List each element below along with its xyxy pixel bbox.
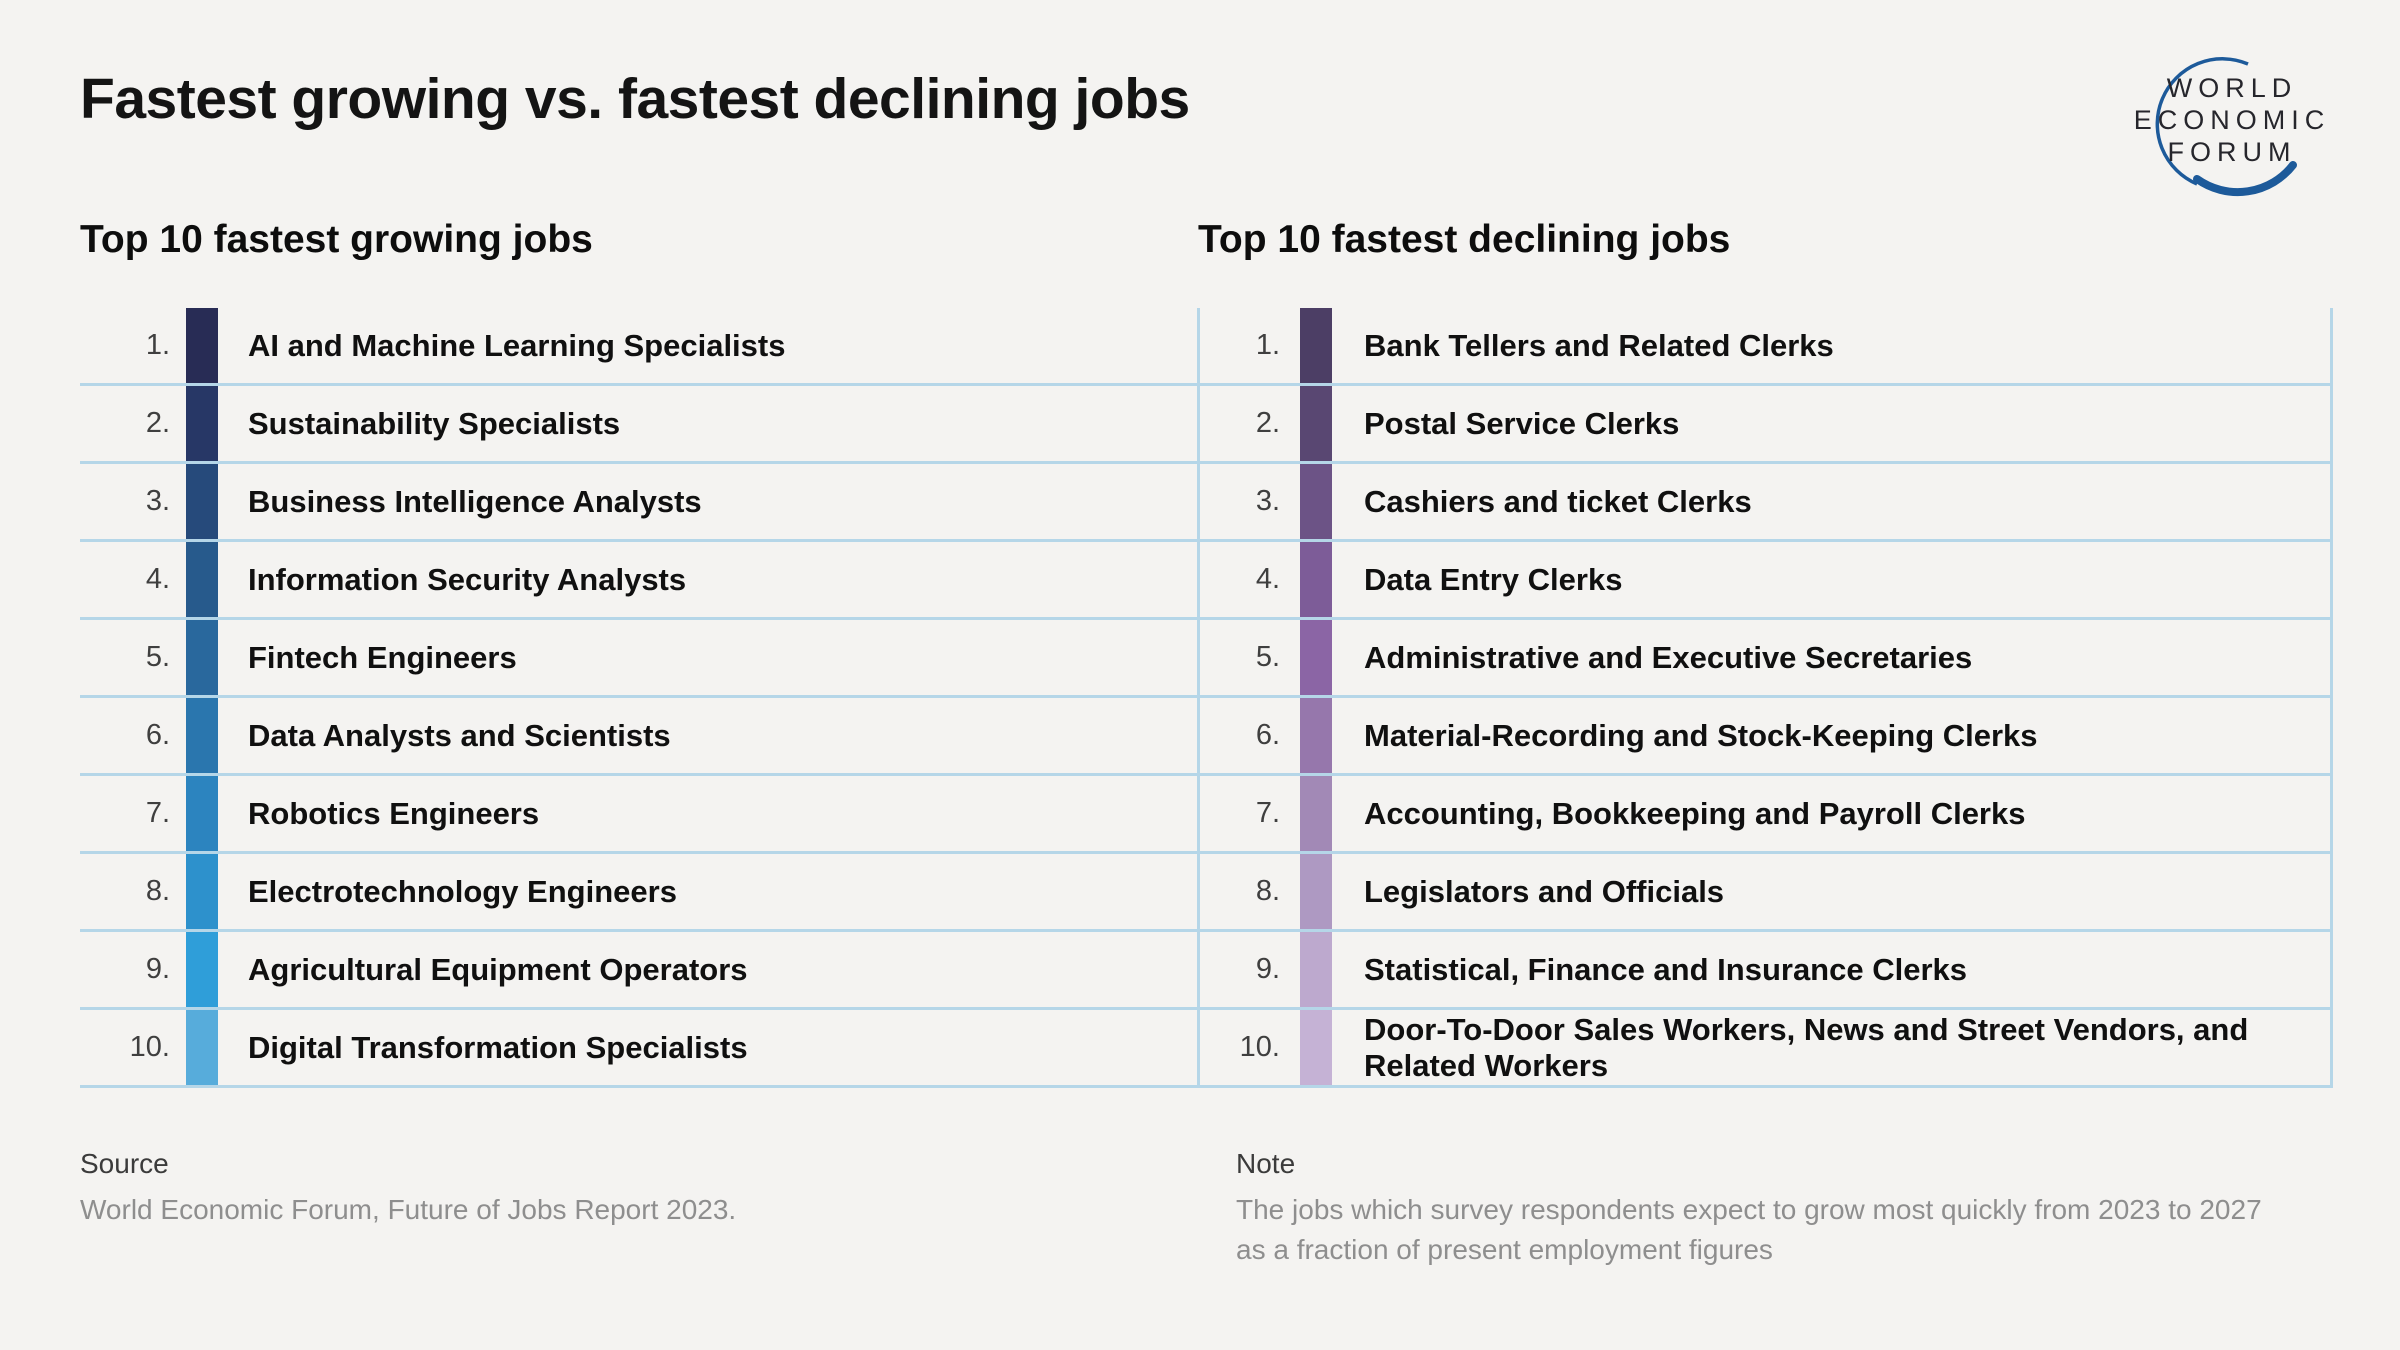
rank-color-bar xyxy=(186,386,218,461)
job-title: Information Security Analysts xyxy=(248,561,687,597)
source-label: Source xyxy=(80,1148,169,1179)
list-item: 5. Administrative and Executive Secretar… xyxy=(1200,620,2330,698)
rank-number: 10. xyxy=(129,1031,170,1063)
rank-number: 5. xyxy=(1255,641,1280,673)
job-title: AI and Machine Learning Specialists xyxy=(248,327,786,363)
rank-color-bar xyxy=(186,854,218,929)
job-title: Legislators and Officials xyxy=(1364,873,1725,909)
job-title: Data Entry Clerks xyxy=(1364,561,1623,597)
job-title: Bank Tellers and Related Clerks xyxy=(1364,327,1834,363)
job-title: Business Intelligence Analysts xyxy=(248,483,702,519)
job-title: Cashiers and ticket Clerks xyxy=(1364,483,1752,519)
rank-number: 3. xyxy=(1255,485,1280,517)
wef-logo-text: WORLD ECONOMIC FORUM xyxy=(2112,72,2352,168)
wef-logo-line: WORLD xyxy=(2166,73,2298,103)
list-item: 6. Material-Recording and Stock-Keeping … xyxy=(1200,698,2330,776)
rank-color-bar xyxy=(186,698,218,773)
rank-color-bar xyxy=(186,542,218,617)
list-item: 3. Business Intelligence Analysts xyxy=(80,464,1197,542)
list-item: 7. Accounting, Bookkeeping and Payroll C… xyxy=(1200,776,2330,854)
job-title: Administrative and Executive Secretaries xyxy=(1364,639,1973,675)
job-title: Material-Recording and Stock-Keeping Cle… xyxy=(1364,717,2038,753)
wef-logo-line: FORUM xyxy=(2167,137,2297,167)
rank-number: 6. xyxy=(145,719,170,751)
rank-number: 4. xyxy=(145,563,170,595)
growing-list-heading: Top 10 fastest growing jobs xyxy=(80,218,593,261)
rank-number: 9. xyxy=(1255,953,1280,985)
rank-color-bar xyxy=(1300,620,1332,695)
job-title: Electrotechnology Engineers xyxy=(248,873,677,909)
rank-color-bar xyxy=(186,464,218,539)
job-title: Data Analysts and Scientists xyxy=(248,717,671,753)
source-text: World Economic Forum, Future of Jobs Rep… xyxy=(80,1194,737,1225)
rank-number: 7. xyxy=(1255,797,1280,829)
job-title: Accounting, Bookkeeping and Payroll Cler… xyxy=(1364,795,2026,831)
rank-color-bar xyxy=(1300,464,1332,539)
list-item: 9. Statistical, Finance and Insurance Cl… xyxy=(1200,932,2330,1010)
rank-color-bar xyxy=(1300,776,1332,851)
wef-logo-line: ECONOMIC xyxy=(2133,105,2331,135)
list-item: 4. Data Entry Clerks xyxy=(1200,542,2330,620)
rank-number: 2. xyxy=(1255,407,1280,439)
list-item: 8. Electrotechnology Engineers xyxy=(80,854,1197,932)
list-item: 10. Door-To-Door Sales Workers, News and… xyxy=(1200,1010,2330,1088)
list-item: 2. Postal Service Clerks xyxy=(1200,386,2330,464)
wef-logo-arc-icon xyxy=(2155,57,2297,196)
rank-color-bar xyxy=(1300,932,1332,1007)
list-item: 5. Fintech Engineers xyxy=(80,620,1197,698)
rank-number: 5. xyxy=(145,641,170,673)
rank-color-bar xyxy=(1300,698,1332,773)
rank-number: 10. xyxy=(1239,1031,1280,1063)
rank-number: 7. xyxy=(145,797,170,829)
wef-logo: WORLD ECONOMIC FORUM xyxy=(2112,46,2352,216)
rank-number: 2. xyxy=(145,407,170,439)
job-title: Sustainability Specialists xyxy=(248,405,621,441)
rank-color-bar xyxy=(1300,854,1332,929)
rank-number: 8. xyxy=(1255,875,1280,907)
rank-number: 1. xyxy=(1255,329,1280,361)
note-label: Note xyxy=(1236,1148,1296,1179)
rank-number: 6. xyxy=(1255,719,1280,751)
rank-number: 8. xyxy=(145,875,170,907)
rank-color-bar xyxy=(186,776,218,851)
rank-color-bar xyxy=(1300,386,1332,461)
job-title: Postal Service Clerks xyxy=(1364,405,1680,441)
rank-color-bar xyxy=(1300,542,1332,617)
list-item: 3. Cashiers and ticket Clerks xyxy=(1200,464,2330,542)
list-item: 2. Sustainability Specialists xyxy=(80,386,1197,464)
declining-list-heading: Top 10 fastest declining jobs xyxy=(1198,218,1731,261)
job-title: Robotics Engineers xyxy=(248,795,540,831)
list-item: 9. Agricultural Equipment Operators xyxy=(80,932,1197,1010)
declining-jobs-list: 1. Bank Tellers and Related Clerks 2. Po… xyxy=(1200,308,2333,1088)
rank-number: 9. xyxy=(145,953,170,985)
job-title: Digital Transformation Specialists xyxy=(248,1029,748,1065)
job-title: Door-To-Door Sales Workers, News and Str… xyxy=(1364,1011,2249,1083)
list-item: 1. AI and Machine Learning Specialists xyxy=(80,308,1197,386)
list-item: 6. Data Analysts and Scientists xyxy=(80,698,1197,776)
rank-number: 1. xyxy=(145,329,170,361)
rank-color-bar xyxy=(186,932,218,1007)
list-item: 8. Legislators and Officials xyxy=(1200,854,2330,932)
rank-color-bar xyxy=(186,1010,218,1085)
rank-color-bar xyxy=(186,620,218,695)
rank-color-bar xyxy=(1300,1010,1332,1085)
job-title: Statistical, Finance and Insurance Clerk… xyxy=(1364,951,1968,987)
job-title: Agricultural Equipment Operators xyxy=(248,951,748,987)
growing-jobs-list: 1. AI and Machine Learning Specialists 2… xyxy=(80,308,1200,1088)
rank-number: 3. xyxy=(145,485,170,517)
rank-color-bar xyxy=(186,308,218,383)
rank-color-bar xyxy=(1300,308,1332,383)
list-item: 7. Robotics Engineers xyxy=(80,776,1197,854)
list-item: 1. Bank Tellers and Related Clerks xyxy=(1200,308,2330,386)
note-text: The jobs which survey respondents expect… xyxy=(1236,1194,2262,1265)
job-title: Fintech Engineers xyxy=(248,639,517,675)
list-item: 10. Digital Transformation Specialists xyxy=(80,1010,1197,1088)
list-item: 4. Information Security Analysts xyxy=(80,542,1197,620)
page-title: Fastest growing vs. fastest declining jo… xyxy=(80,67,1190,131)
rank-number: 4. xyxy=(1255,563,1280,595)
